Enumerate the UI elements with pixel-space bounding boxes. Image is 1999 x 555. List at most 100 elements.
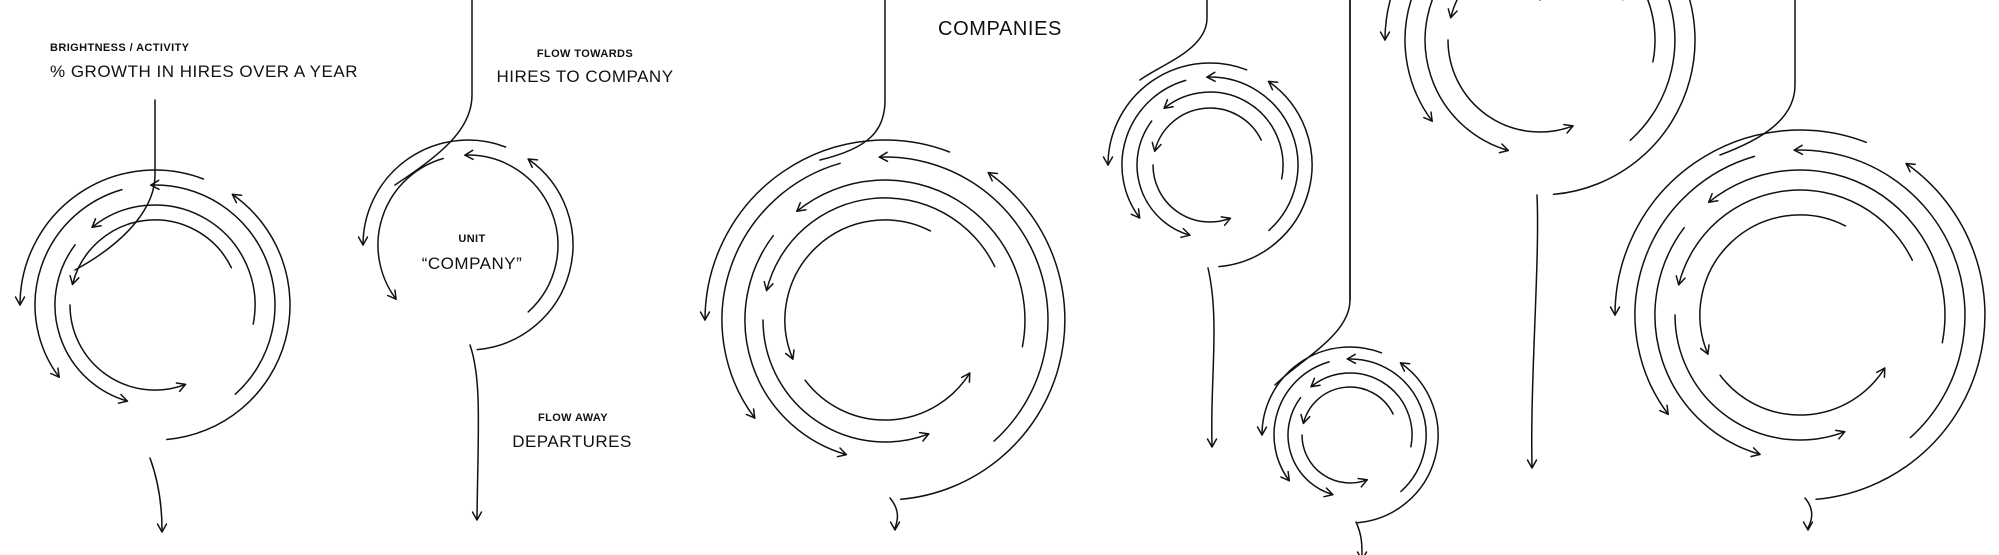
company-a-ring-0-arc-b <box>704 139 951 321</box>
company-c-ring-3-arc-b <box>1301 434 1368 484</box>
company-e-ring-0-arc-b-arrowhead <box>1609 306 1621 316</box>
company-c-ring-2-arc-a <box>1310 372 1413 448</box>
company-c-ring-2-arc-b-arrowhead <box>1323 487 1334 498</box>
legend-unit-ring-0-arc-a <box>476 158 574 351</box>
company-e-ring-1-arc-a-arrowhead <box>1793 144 1804 156</box>
legend-small-ring-3-arc-a-arrowhead <box>69 274 80 286</box>
company-b-ring-1-arc-b-arrowhead <box>1130 208 1141 219</box>
company-d-outflow-stem <box>1531 194 1539 467</box>
company-b-ring-3-arc-a <box>1153 107 1262 152</box>
company-d-ring-0-arc-a <box>1552 0 1696 196</box>
company-a-ring-2-arc-a-arrowhead <box>796 201 807 212</box>
company-b-outflow-stem <box>1207 267 1215 446</box>
legend-unit-ring-0-arc-b-arrowhead <box>357 236 369 246</box>
legend-small-ring-2-arc-b <box>54 244 129 402</box>
company-e-ring-4-arc-a-arrowhead <box>1699 344 1710 355</box>
company-b-ring-2-arc-a-arrowhead <box>1163 98 1174 110</box>
legend-small-outflow-arrowhead <box>156 523 168 533</box>
company-e-ring-4-arc-b-arrowhead <box>1875 367 1886 378</box>
legend-small-ring-1-arc-a-arrowhead <box>150 179 160 191</box>
company-c-ring-0-arc-b-arrowhead <box>1256 426 1268 436</box>
company-e-ring-2-arc-b <box>1654 226 1761 456</box>
legend-small-ring-0-arc-a-arrowhead <box>231 193 243 204</box>
company-b-ring-0-arc-b <box>1107 62 1248 166</box>
company-a-ring-4-arc-b <box>804 372 971 421</box>
legend-unit-ring-1-arc-a-arrowhead <box>464 149 474 161</box>
company-a-ring-0-arc-a-arrowhead <box>987 171 999 182</box>
company-e-inflow-stem <box>1719 0 1796 156</box>
company-b-ring-0-arc-a-arrowhead <box>1267 80 1279 91</box>
legend-small-ring-2-arc-b-arrowhead <box>117 393 129 404</box>
company-b-ring-2-arc-b-arrowhead <box>1180 227 1191 239</box>
company-a-ring-4-arc-a <box>784 219 932 360</box>
company-e-ring-4-arc-a <box>1699 214 1847 355</box>
company-b-ring-2-arc-a <box>1163 91 1284 180</box>
legend-unit-ring-0-arc-b <box>362 139 507 246</box>
flow-away-heading: FLOW AWAY <box>537 412 609 424</box>
company-a-inflow-stem <box>819 0 886 161</box>
company-e-ring-0-arc-a <box>1815 162 1986 501</box>
legend-small-ring-0-arc-b-arrowhead <box>14 296 26 306</box>
company-d-ring-0-arc-b-arrowhead <box>1379 31 1391 41</box>
legend-small-ring-2-arc-a <box>91 204 256 325</box>
company-a-ring-1-arc-a <box>878 156 1049 442</box>
company-a-ring-1-arc-b <box>721 162 841 419</box>
company-e-ring-2-arc-a <box>1707 169 1946 344</box>
legend-unit-ring-1-arc-b <box>377 157 444 300</box>
company-c-ring-2-arc-a-arrowhead <box>1310 377 1321 388</box>
company-d-outflow-arrowhead <box>1526 459 1538 469</box>
company-e-ring-3-arc-a-arrowhead <box>1675 275 1686 286</box>
company-d-ring-3-arc-b <box>1447 39 1574 133</box>
company-d-ring-3-arc-a <box>1449 0 1624 19</box>
company-b-ring-0-arc-a <box>1218 80 1313 268</box>
legend-small-ring-3-arc-b <box>69 304 187 391</box>
company-d-ring-3-arc-b-arrowhead <box>1563 123 1574 134</box>
company-d-ring-2-arc-b-arrowhead <box>1498 143 1510 154</box>
company-e-ring-2-arc-b-arrowhead <box>1750 447 1761 458</box>
company-c-ring-3-arc-a-arrowhead <box>1300 413 1311 425</box>
legend-small-ring-1-arc-b <box>34 188 123 378</box>
company-c-ring-1-arc-b <box>1273 361 1330 482</box>
company-c-ring-1-arc-b-arrowhead <box>1280 470 1291 482</box>
company-e-ring-1-arc-b-arrowhead <box>1659 404 1669 416</box>
company-d-ring-2-arc-b <box>1424 0 1510 152</box>
company-b-ring-0-arc-b-arrowhead <box>1102 156 1114 166</box>
company-a-ring-3-arc-b <box>762 319 930 443</box>
legend-small-ring-0-arc-a <box>166 193 291 441</box>
company-e-ring-3-arc-b-arrowhead <box>1834 429 1846 440</box>
company-c-ring-1-arc-a-arrowhead <box>1346 353 1357 365</box>
company-a-ring-3-arc-b-arrowhead <box>918 431 930 442</box>
brightness-description: % GROWTH IN HIRES OVER A YEAR <box>50 62 358 81</box>
company-e-ring-2-arc-a-arrowhead <box>1707 193 1719 204</box>
company-b-ring-1-arc-b <box>1121 79 1187 219</box>
legend-unit-inflow-stem <box>394 0 473 186</box>
legend-small-ring-1-arc-b-arrowhead <box>50 367 60 378</box>
flow-away-description: DEPARTURES <box>512 432 632 451</box>
flow-towards-heading: FLOW TOWARDS <box>536 48 634 60</box>
company-b-ring-1-arc-a <box>1206 76 1299 232</box>
legend-unit-ring-0-arc-a-arrowhead <box>527 158 539 169</box>
company-c-ring-0-arc-a <box>1356 362 1439 524</box>
company-d-ring-1-arc-b <box>1404 0 1433 122</box>
company-a-ring-0-arc-b-arrowhead <box>699 311 711 321</box>
legend-small-ring-0-arc-b <box>19 169 205 306</box>
legend-unit-outflow-stem <box>469 344 480 519</box>
legend-small-inflow-stem <box>74 99 156 271</box>
company-c-inflow-stem <box>1274 0 1351 386</box>
company-a-ring-1-arc-b-arrowhead <box>745 408 756 419</box>
company-a-ring-2-arc-b-arrowhead <box>836 447 848 458</box>
company-a-ring-0-arc-a <box>899 171 1066 501</box>
legend-unit-outflow-arrowhead <box>471 511 483 521</box>
company-e-ring-0-arc-a-arrowhead <box>1905 162 1916 173</box>
company-b-ring-1-arc-a-arrowhead <box>1206 71 1216 83</box>
legend-unit-ring-1-arc-a <box>464 154 559 313</box>
unit-description: “COMPANY” <box>421 254 523 273</box>
company-d-ring-1-arc-b-arrowhead <box>1423 111 1433 122</box>
unit-heading: UNIT <box>458 233 486 245</box>
company-e-outflow-arrowhead <box>1802 521 1814 531</box>
company-e-ring-4-arc-b <box>1719 367 1886 416</box>
company-c-ring-3-arc-b-arrowhead <box>1357 477 1368 488</box>
company-e-outflow-stem <box>1804 497 1813 529</box>
company-a-ring-4-arc-b-arrowhead <box>960 372 971 383</box>
company-a-outflow-arrowhead <box>889 521 901 531</box>
